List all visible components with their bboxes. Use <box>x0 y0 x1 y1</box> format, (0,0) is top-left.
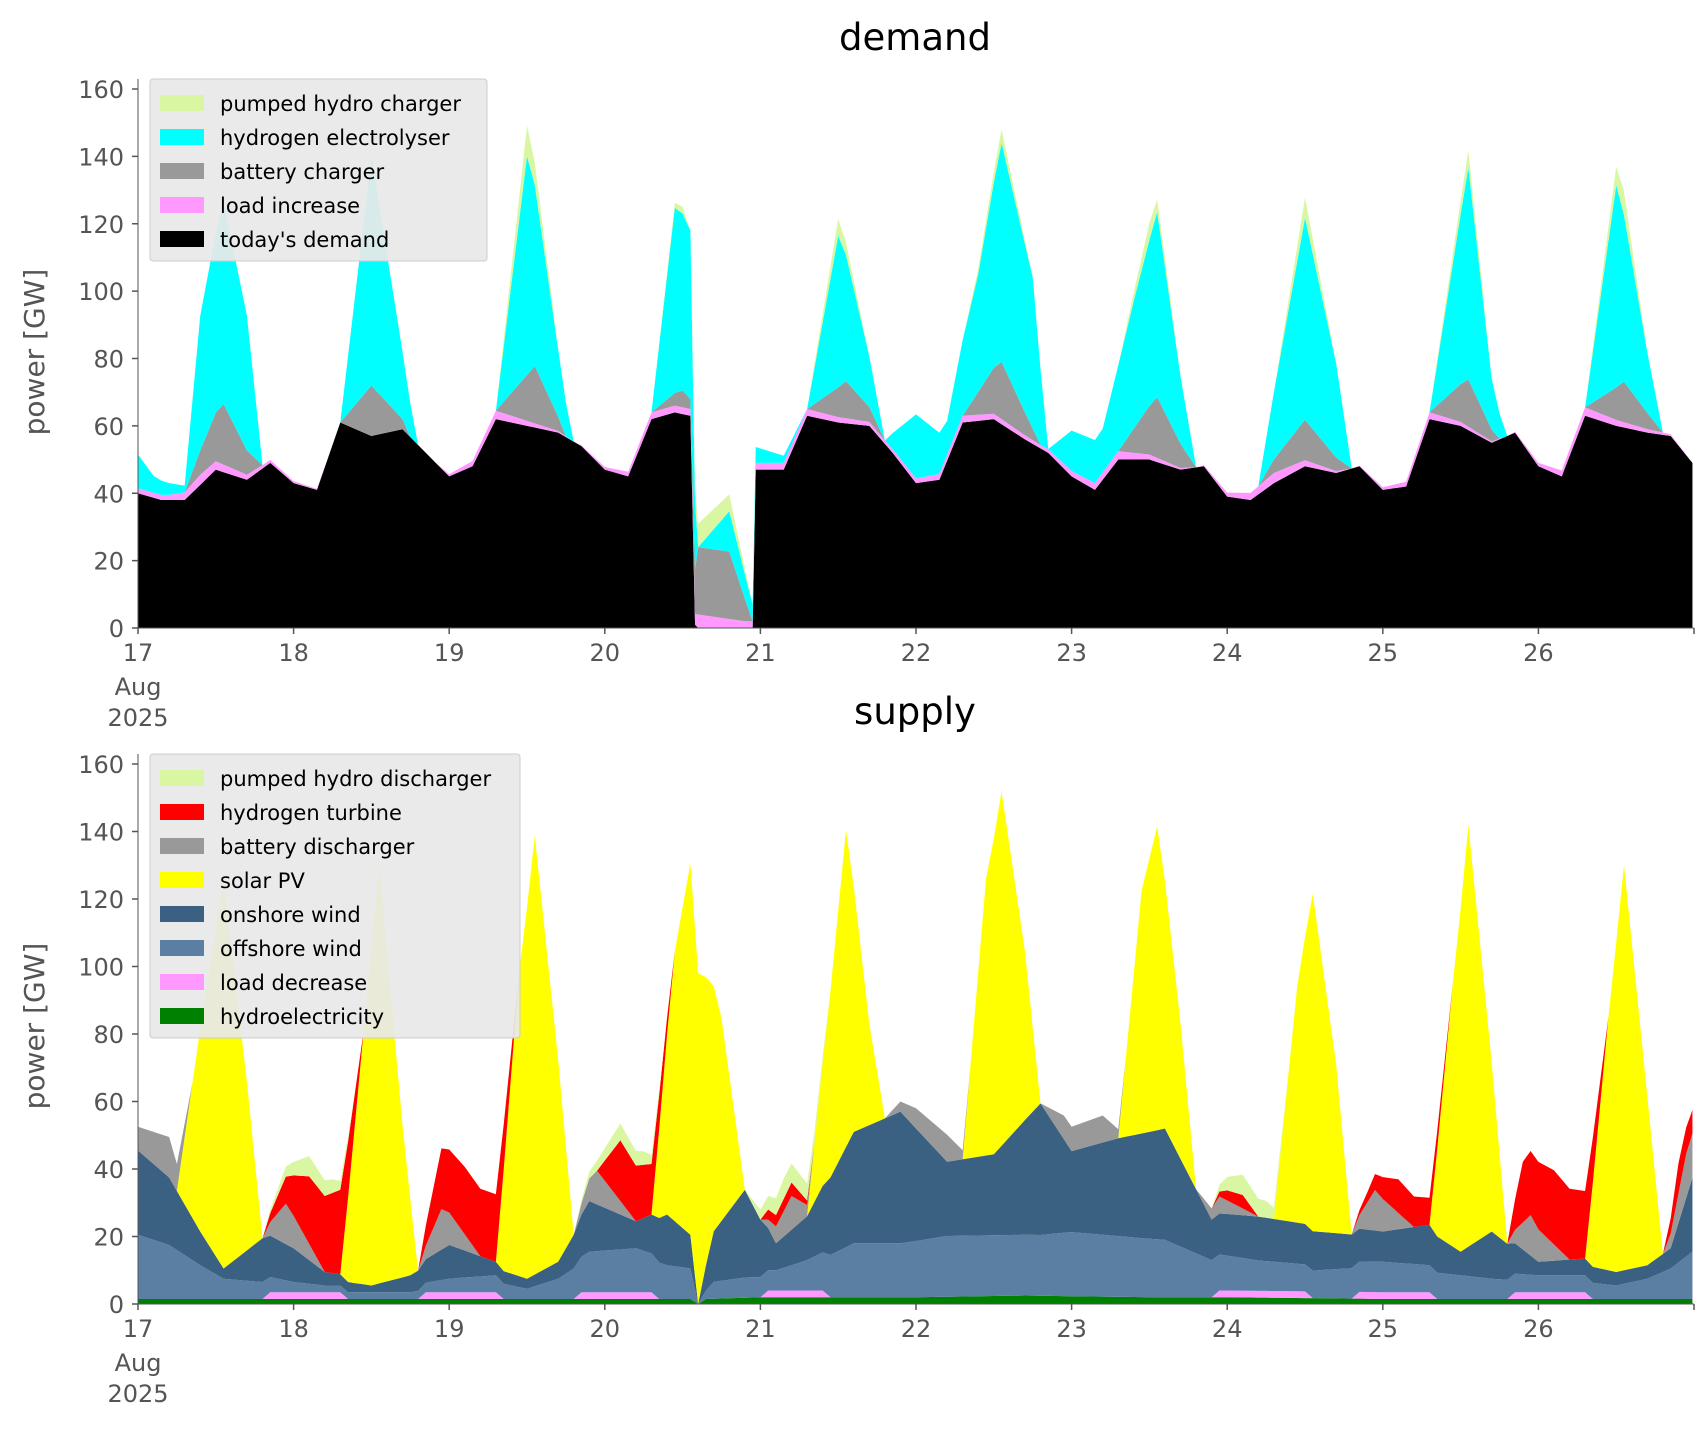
area-hydrogen-electrolyser <box>138 142 1693 622</box>
y-tick-label: 120 <box>78 886 124 914</box>
legend-swatch-battery-charger <box>160 163 204 179</box>
legend-box <box>149 78 488 262</box>
y-tick-label: 140 <box>78 143 124 171</box>
y-tick-label: 60 <box>93 1089 124 1117</box>
y-tick-label: 40 <box>93 480 124 508</box>
y-tick-label: 60 <box>93 413 124 441</box>
legend-swatch-hydrogen-electrolyser <box>160 129 204 145</box>
legend-swatch-pumped-hydro-discharger <box>160 770 204 786</box>
y-tick-label: 100 <box>78 954 124 982</box>
x-tick-label: 22 <box>901 639 932 667</box>
area-offshore-wind <box>138 1232 1693 1304</box>
area-hydroelectricity <box>138 1295 1693 1304</box>
area-battery-discharger <box>138 791 1693 1275</box>
legend-label-hydroelectricity: hydroelectricity <box>220 1005 384 1029</box>
x-tick-label: 19 <box>434 639 465 667</box>
x-tick-label: 21 <box>745 639 776 667</box>
legend-label-hydrogen-electrolyser: hydrogen electrolyser <box>220 126 450 150</box>
x-tick-label: 17 <box>123 1315 154 1343</box>
x-tick-label: 26 <box>1523 639 1554 667</box>
x-tick-label: 20 <box>590 639 621 667</box>
y-tick-label: 0 <box>109 615 124 643</box>
x-tick-label: 21 <box>745 1315 776 1343</box>
area-battery-charger <box>138 361 1693 622</box>
x-tick-label: 22 <box>901 1315 932 1343</box>
y-axis-label: power [GW] <box>18 269 51 436</box>
legend-label-load-decrease: load decrease <box>220 971 367 995</box>
legend-label-pumped-hydro-charger: pumped hydro charger <box>220 92 461 116</box>
area-load-increase <box>138 405 1693 628</box>
y-tick-label: 100 <box>78 278 124 306</box>
legend-swatch-offshore-wind <box>160 940 204 956</box>
x-tick-label: 19 <box>434 1315 465 1343</box>
x-axis: 17 18 19 20 21 22 23 24 25 26 Aug 2025 <box>107 1303 1695 1408</box>
legend-swatch-hydroelectricity <box>160 1008 204 1024</box>
legend-label-onshore-wind: onshore wind <box>220 903 361 927</box>
y-tick-label: 120 <box>78 211 124 239</box>
x-tick-sublabel: 2025 <box>107 704 168 732</box>
legend: pumped hydro discharger hydrogen turbine b… <box>149 753 521 1039</box>
chart-title: supply <box>854 690 976 733</box>
x-tick-sublabel: Aug <box>115 1349 162 1377</box>
legend-label-battery-charger: battery charger <box>220 160 385 184</box>
area-hydrogen-turbine <box>138 791 1693 1275</box>
legend: pumped hydro charger hydrogen electrolyse… <box>149 78 488 262</box>
legend-swatch-load-increase <box>160 197 204 213</box>
legend-label-hydrogen-turbine: hydrogen turbine <box>220 801 402 825</box>
legend-swatch-load-decrease <box>160 974 204 990</box>
legend-swatch-solar-pv <box>160 872 204 888</box>
x-tick-label: 23 <box>1056 1315 1087 1343</box>
plot-area <box>138 791 1693 1304</box>
y-axis: 0 20 40 60 80 100 120 140 160 <box>78 76 139 643</box>
x-tick-label: 18 <box>278 1315 309 1343</box>
legend-swatch-onshore-wind <box>160 906 204 922</box>
legend-swatch-battery-discharger <box>160 838 204 854</box>
legend-label-load-increase: load increase <box>220 194 360 218</box>
area-today-s-demand <box>138 412 1693 628</box>
y-tick-label: 80 <box>93 1021 124 1049</box>
x-tick-label: 23 <box>1056 639 1087 667</box>
plot-area <box>138 125 1693 628</box>
x-tick-label: 25 <box>1368 639 1399 667</box>
legend-label-battery-discharger: battery discharger <box>220 835 415 859</box>
y-tick-label: 160 <box>78 76 124 104</box>
legend-swatch-today-s-demand <box>160 231 204 247</box>
x-tick-sublabel: Aug <box>115 673 162 701</box>
y-axis: 0 20 40 60 80 100 120 140 160 <box>78 751 139 1319</box>
y-tick-label: 40 <box>93 1156 124 1184</box>
chart-title: demand <box>839 16 991 59</box>
y-tick-label: 20 <box>93 548 124 576</box>
legend-box <box>149 753 521 1039</box>
demand-panel: demand power [GW] 020406080100120140160 … <box>18 16 1695 732</box>
x-tick-sublabel: 2025 <box>107 1380 168 1408</box>
x-tick-label: 26 <box>1523 1315 1554 1343</box>
legend-label-pumped-hydro-discharger: pumped hydro discharger <box>220 767 491 791</box>
x-tick-label: 20 <box>590 1315 621 1343</box>
x-tick-label: 18 <box>278 639 309 667</box>
x-tick-label: 17 <box>123 639 154 667</box>
x-tick-label: 24 <box>1212 639 1243 667</box>
legend-label-solar-pv: solar PV <box>220 869 305 893</box>
area-solar-pv <box>138 791 1693 1304</box>
legend-swatch-pumped-hydro-charger <box>160 95 204 111</box>
y-tick-label: 0 <box>109 1291 124 1319</box>
y-axis-label: power [GW] <box>18 943 51 1110</box>
y-tick-label: 140 <box>78 819 124 847</box>
area-onshore-wind <box>138 1103 1693 1304</box>
x-tick-label: 25 <box>1368 1315 1399 1343</box>
y-tick-label: 80 <box>93 346 124 374</box>
x-tick-label: 24 <box>1212 1315 1243 1343</box>
y-tick-label: 160 <box>78 751 124 779</box>
y-tick-label: 20 <box>93 1224 124 1252</box>
legend-label-offshore-wind: offshore wind <box>220 937 362 961</box>
x-axis: 17 18 19 20 21 22 23 24 25 26 Aug 2025 <box>107 627 1695 732</box>
legend-swatch-hydrogen-turbine <box>160 804 204 820</box>
area-load-decrease <box>138 1290 1693 1304</box>
legend-label-today-s-demand: today's demand <box>220 228 389 252</box>
supply-panel: supply power [GW] 020406080100120140160 … <box>18 690 1695 1408</box>
